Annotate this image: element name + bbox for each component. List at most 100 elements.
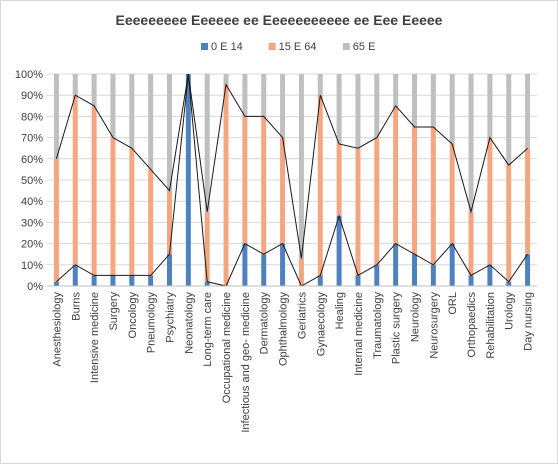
legend-item: 15 E 64 xyxy=(268,41,317,53)
bar-segment-3 xyxy=(468,74,474,212)
bar-segment-1 xyxy=(91,275,97,286)
y-tick-label: 40% xyxy=(21,196,43,208)
bar-segment-2 xyxy=(430,127,436,265)
y-tick-label: 0% xyxy=(27,281,43,293)
bar-segment-2 xyxy=(336,143,342,217)
bar-segment-3 xyxy=(336,74,342,144)
bar-segment-1 xyxy=(430,264,436,286)
bar-segment-1 xyxy=(468,275,474,286)
bar-segment-1 xyxy=(412,254,417,286)
bar-segment-1 xyxy=(185,74,191,286)
legend-swatch xyxy=(201,43,208,50)
bar-segment-3 xyxy=(129,74,135,149)
gridlines xyxy=(47,73,537,287)
bar-segment-2 xyxy=(374,137,380,265)
x-tick-label: ORL xyxy=(447,292,459,315)
bar-segment-1 xyxy=(72,264,78,286)
bar-segment-2 xyxy=(261,116,267,255)
x-tick-label: Healing xyxy=(334,292,346,329)
bar-segment-2 xyxy=(525,148,531,255)
y-tick-label: 90% xyxy=(21,90,43,102)
bars xyxy=(53,74,531,286)
x-tick-label: Urology xyxy=(504,292,516,330)
bar-segment-2 xyxy=(53,158,59,282)
bar-segment-3 xyxy=(487,74,493,138)
bar-segment-1 xyxy=(280,243,286,286)
bar-segment-3 xyxy=(72,74,78,96)
bar-segment-3 xyxy=(393,74,399,106)
bar-segment-1 xyxy=(53,281,59,286)
x-tick-label: Orthopaedics xyxy=(466,292,478,358)
bar-segment-2 xyxy=(506,165,512,282)
x-tick-label: Burns xyxy=(70,292,82,321)
x-tick-label: Neurosurgery xyxy=(428,292,440,359)
bar-segment-3 xyxy=(110,74,116,138)
bar-segment-1 xyxy=(110,275,116,286)
bar-segment-1 xyxy=(487,264,493,286)
x-tick-label: Oncology xyxy=(127,292,139,339)
bar-segment-1 xyxy=(242,243,248,286)
bar-segment-2 xyxy=(72,95,78,265)
bar-segment-2 xyxy=(204,211,210,282)
bar-segment-3 xyxy=(430,74,436,127)
bar-segment-2 xyxy=(148,169,154,276)
x-tick-label: Surgery xyxy=(108,292,120,331)
bar-segment-1 xyxy=(374,264,380,286)
bar-segment-3 xyxy=(506,74,512,166)
legend-item: 0 E 14 xyxy=(201,41,243,53)
bar-segment-3 xyxy=(374,74,380,138)
bar-segment-2 xyxy=(129,148,135,276)
bar-segment-2 xyxy=(355,148,361,276)
bar-segment-1 xyxy=(355,275,361,286)
bar-segment-3 xyxy=(449,74,455,144)
legend-label: 65 E xyxy=(353,41,376,53)
bar-segment-2 xyxy=(167,190,172,255)
y-tick-label: 10% xyxy=(21,260,43,272)
legend-swatch xyxy=(342,43,350,50)
bar-segment-2 xyxy=(468,211,474,276)
bar-segment-3 xyxy=(53,74,59,159)
x-tick-label: Rehabilitation xyxy=(485,292,497,359)
bar-segment-1 xyxy=(261,254,267,286)
bar-segment-3 xyxy=(223,74,229,85)
y-tick-label: 20% xyxy=(21,239,43,251)
bar-segment-1 xyxy=(167,254,172,286)
x-tick-label: Anesthesiology xyxy=(51,292,63,367)
bar-segment-3 xyxy=(412,74,417,127)
bar-segment-3 xyxy=(167,74,172,191)
chart-title: Eeeeeeeee Eeeeee ee Eeeeeeeeeee ee Eee E… xyxy=(116,12,443,28)
bar-segment-1 xyxy=(317,275,323,286)
bar-segment-3 xyxy=(317,74,323,96)
bar-segment-2 xyxy=(317,95,323,276)
bar-segment-2 xyxy=(298,258,304,286)
bar-segment-1 xyxy=(204,281,210,286)
bar-segment-2 xyxy=(393,105,399,244)
x-tick-label: Neurology xyxy=(410,292,422,343)
y-tick-label: 50% xyxy=(21,175,43,187)
bar-segment-1 xyxy=(449,243,455,286)
x-tick-label: Infectious and geo- medicine xyxy=(240,292,252,433)
bar-segment-3 xyxy=(204,74,210,212)
y-tick-label: 100% xyxy=(15,69,43,81)
bar-segment-1 xyxy=(506,281,512,286)
bar-segment-3 xyxy=(525,74,531,149)
legend-item: 65 E xyxy=(342,41,376,53)
legend-label: 0 E 14 xyxy=(211,41,243,53)
bar-segment-1 xyxy=(148,275,154,286)
bar-segment-2 xyxy=(449,143,455,244)
legend-swatch xyxy=(268,43,276,50)
legend-label: 15 E 64 xyxy=(279,41,317,53)
series-lines xyxy=(55,73,529,287)
bar-segment-2 xyxy=(110,137,116,276)
bar-segment-3 xyxy=(298,74,304,259)
bar-segment-2 xyxy=(91,105,97,276)
bar-segment-1 xyxy=(336,216,342,286)
x-tick-label: Dermatology xyxy=(259,292,271,355)
bar-segment-1 xyxy=(393,243,399,286)
bar-segment-3 xyxy=(280,74,286,138)
x-tick-label: Occupational medicine xyxy=(221,292,233,403)
y-tick-labels: 0% 10% 20% 30% 40% 50% 60% 70% 80% 90% 100% xyxy=(15,69,43,293)
bar-segment-3 xyxy=(242,74,248,117)
